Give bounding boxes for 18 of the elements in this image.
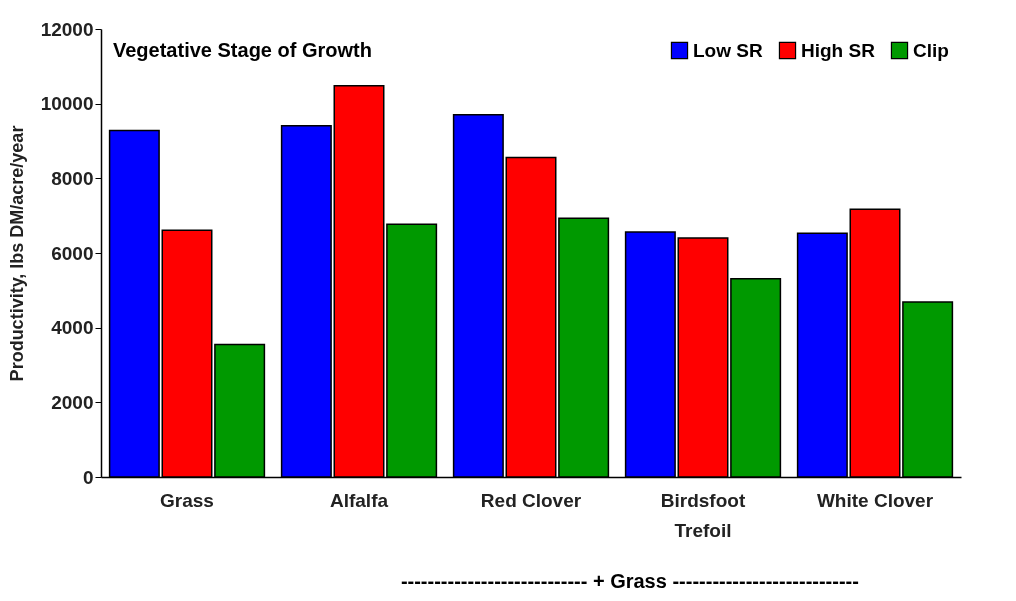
- text: ---------------------------- + Grass ----------------------------: [400, 570, 859, 592]
- y-tick-label: 4000: [51, 317, 94, 339]
- y-tick-label: 6000: [51, 242, 94, 264]
- x-tick-label: Alfalfa: [329, 489, 389, 511]
- y-tick-label: 10000: [40, 93, 94, 115]
- y-tick-label: 2000: [51, 391, 94, 413]
- y-tick-label: 12000: [40, 18, 94, 40]
- x-tick-label: White Clover: [816, 489, 934, 511]
- x-tick-label: Grass: [160, 489, 214, 511]
- y-tick-label: 8000: [51, 167, 94, 189]
- text: Vegetative Stage of Growth: [113, 39, 372, 61]
- legend-label: Low SR: [693, 39, 763, 61]
- x-tick-label: Red Clover: [480, 489, 582, 511]
- legend-label: Clip: [913, 39, 949, 61]
- y-axis-title: Productivity, lbs DM/acre/year: [6, 125, 27, 382]
- legend-label: High SR: [801, 39, 876, 61]
- x-tick-label: Birdsfoot Trefoil: [660, 489, 746, 541]
- y-tick-label: 0: [82, 466, 94, 488]
